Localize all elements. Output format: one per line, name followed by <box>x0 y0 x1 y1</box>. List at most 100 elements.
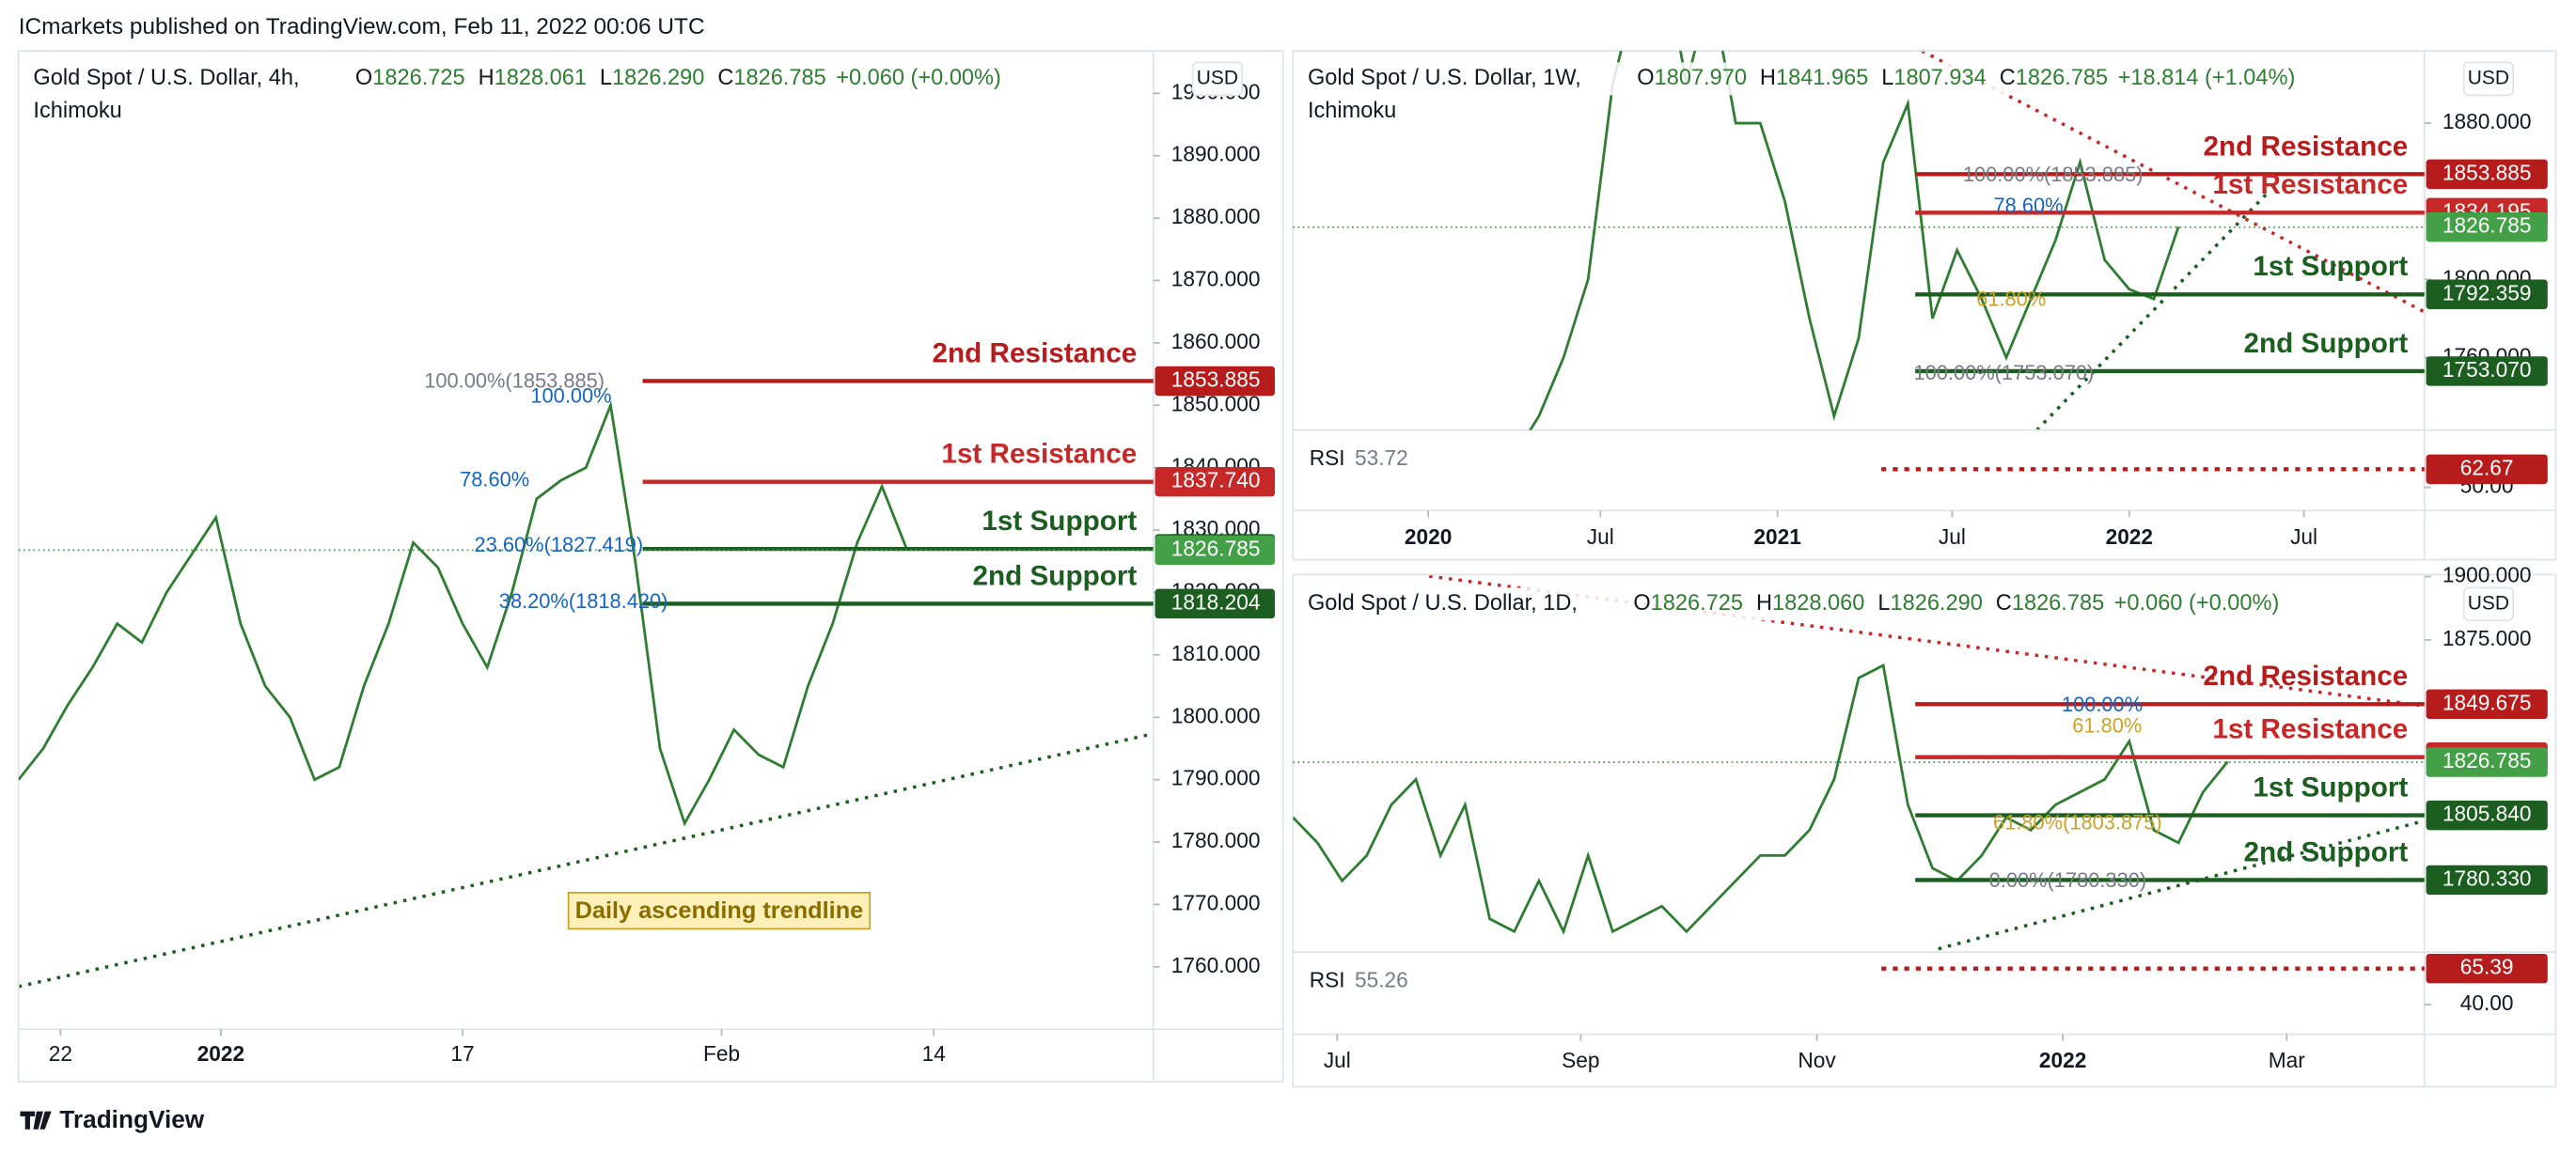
price-line <box>1293 663 2229 936</box>
rsi-tag-label: 65.39 <box>2460 955 2514 979</box>
ohlc-key: O <box>1637 65 1654 89</box>
ohlc-value: 1826.725 <box>1651 590 1743 615</box>
price-tag <box>2426 279 2548 309</box>
currency-box <box>2462 61 2514 97</box>
y-tick-label: 1770.000 <box>1171 890 1261 914</box>
ohlc-value: 1826.785 <box>733 65 825 89</box>
currency: USD <box>2468 67 2509 88</box>
price-tag <box>1154 588 1276 619</box>
x-tick-label: Jul <box>1324 1048 1351 1072</box>
rsi-header: RSI 53.72 <box>1310 445 1408 470</box>
price-tag <box>2426 159 2548 190</box>
fib-label: 23.60%(1827.419) <box>475 533 644 556</box>
ohlc-value: 1828.060 <box>1772 590 1864 615</box>
y-tick-label: 1880.000 <box>2442 109 2532 133</box>
x-tick-label: 2022 <box>2039 1048 2086 1072</box>
ohlc-change: +0.060 (+0.00%) <box>836 65 1001 89</box>
panel-frame <box>17 50 1284 1084</box>
ohlc-value: 1807.934 <box>1893 65 1986 89</box>
ohlc: O1826.725 H1828.061 L1826.290 C1826.785 +0.0… <box>355 65 1001 89</box>
x-tick-label: 2021 <box>1753 524 1800 549</box>
price-tag-label: 1853.885 <box>2442 160 2532 184</box>
level-annotation: 1st Support <box>2253 251 2408 282</box>
x-tick-label: 14 <box>922 1041 946 1066</box>
ohlc: O1826.725 H1828.060 L1826.290 C1826.785 +0.0… <box>1633 590 2279 615</box>
level-annotation: 2nd Support <box>2244 836 2409 867</box>
ohlc-value: 1841.965 <box>1776 65 1868 89</box>
y-tick-label: 1870.000 <box>1171 266 1261 290</box>
price-tag <box>2426 747 2548 777</box>
price-tag <box>2426 865 2548 896</box>
level-annotation: 2nd Support <box>972 560 1137 591</box>
chart-title: Gold Spot / U.S. Dollar, 1W, <box>1308 65 1581 89</box>
ohlc-value: 1826.785 <box>2012 590 2104 615</box>
ohlc-value: 1826.785 <box>2016 65 2108 89</box>
x-tick-label: Feb <box>703 1041 740 1066</box>
y-tick-label: 1900.000 <box>2442 563 2532 587</box>
rsi-header: RSI 55.26 <box>1310 968 1408 992</box>
fib-label: 100.00%(1753.070) <box>1913 361 2094 384</box>
price-tag <box>2426 211 2548 242</box>
price-line <box>18 400 908 827</box>
footer-logo: TradingView <box>20 1105 205 1133</box>
price-tag-label: 1837.740 <box>1171 468 1261 492</box>
ohlc-change: +18.814 (+1.04%) <box>2118 65 2296 89</box>
y-tick-label: 1810.000 <box>1171 641 1261 665</box>
level-annotation: 1st Resistance <box>941 439 1137 470</box>
chart-title: Gold Spot / U.S. Dollar, 1D, <box>1308 590 1578 615</box>
x-tick-label: Mar <box>2269 1048 2306 1072</box>
price-tag-label: 1780.330 <box>2442 866 2532 890</box>
panel-frame <box>1292 50 2557 561</box>
rsi-tag <box>2426 953 2548 984</box>
price-tag <box>1154 466 1276 497</box>
fib-label: 0.00%(1780.330) <box>1989 868 2146 892</box>
price-tag-label: 1853.885 <box>1171 366 1261 391</box>
rsi-value: 53.72 <box>1355 445 1408 470</box>
price-tag-label: 1826.785 <box>1171 536 1261 560</box>
price-tag-label: 1849.675 <box>2442 690 2532 714</box>
fib-label: 100.00%(1853.885) <box>424 368 605 392</box>
chart-panel: 1875.000 1900.000 Jul Sep Nov 2022 Mar 2nd Resi… <box>1292 563 2557 1088</box>
ohlc-key: L <box>600 65 612 89</box>
publish-header: ICmarkets published on TradingView.com, … <box>19 14 705 39</box>
x-tick-label: Jul <box>2290 524 2317 549</box>
x-tick-label: 22 <box>49 1041 72 1066</box>
y-tick-label: 1890.000 <box>1171 142 1261 166</box>
rsi-tick-label: 40.00 <box>2460 990 2514 1015</box>
y-tick-label: 1875.000 <box>2442 626 2532 650</box>
fib-label: 61.80% <box>1976 288 2046 311</box>
logo-icon <box>20 1111 52 1130</box>
header-bg <box>1296 587 2289 621</box>
level-annotation: 1st Support <box>982 506 1137 537</box>
fib-label: 61.80% <box>2072 714 2142 738</box>
panel-frame <box>1292 573 2557 1088</box>
x-tick-label: Jul <box>1587 524 1614 549</box>
ohlc-value: 1826.725 <box>372 65 464 89</box>
ohlc-key: L <box>1877 590 1890 615</box>
fib-label: 100.00% <box>2062 693 2143 716</box>
ohlc-key: H <box>479 65 495 89</box>
ohlc-value: 1828.061 <box>495 65 587 89</box>
fib-label: 61.80%(1803.875) <box>1993 811 2162 834</box>
x-tick-label: Sep <box>1562 1048 1599 1072</box>
ohlc-key: C <box>717 65 733 89</box>
indicator-name: Ichimoku <box>33 98 121 122</box>
y-tick-label: 1760.000 <box>1171 953 1261 977</box>
level-annotation: 2nd Resistance <box>2204 661 2409 692</box>
level-annotation: 2nd Resistance <box>2204 131 2409 162</box>
level-annotation: 2nd Support <box>2244 328 2409 359</box>
price-tag <box>2426 356 2548 386</box>
rsi-label: RSI <box>1310 445 1345 470</box>
x-tick-label: 2020 <box>1405 524 1452 549</box>
price-tag <box>2426 689 2548 720</box>
footer-brand: TradingView <box>59 1105 204 1133</box>
price-tag-label: 1792.359 <box>2442 280 2532 304</box>
ohlc-key: H <box>1756 590 1772 615</box>
currency: USD <box>1197 67 1238 88</box>
ohlc-key: C <box>2000 65 2016 89</box>
price-tag-label: 1826.785 <box>2442 213 2532 238</box>
ohlc-key: C <box>1996 590 2012 615</box>
currency-box <box>1191 61 1243 97</box>
